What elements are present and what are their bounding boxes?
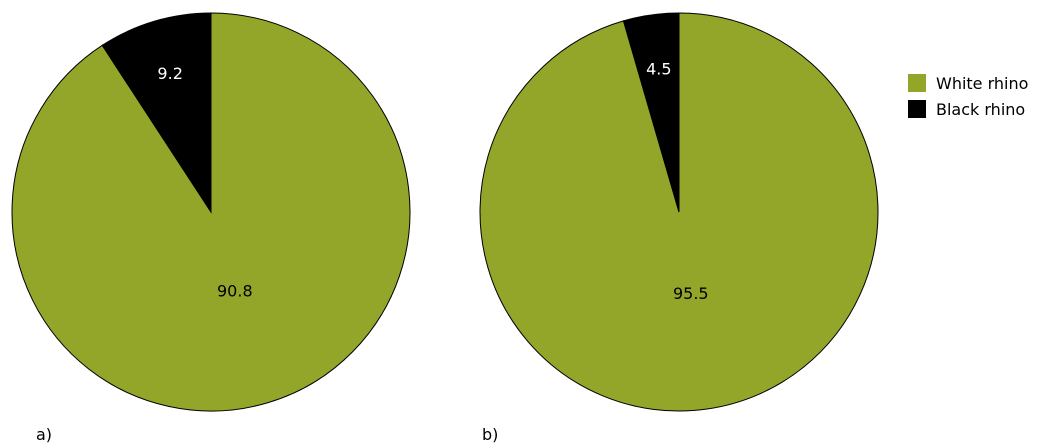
legend-swatch-white-rhino [908,74,926,92]
legend-swatch-black-rhino [908,100,926,118]
pie-b-slice-black-rhino [622,12,680,213]
pie-a-slice-white-rhino [11,12,411,412]
pie-b-label-black-rhino: 4.5 [646,60,671,79]
legend-label-black-rhino: Black rhino [936,99,1026,119]
pie-b-label-white-rhino: 95.5 [673,284,709,303]
pie-a-label-black-rhino: 9.2 [157,64,182,83]
panel-label-a: a) [36,425,53,444]
pie-a-label-white-rhino: 90.8 [217,282,253,301]
legend: White rhino Black rhino [908,70,1028,122]
legend-label-white-rhino: White rhino [936,73,1029,93]
legend-item-white-rhino: White rhino [908,70,1028,96]
legend-item-black-rhino: Black rhino [908,96,1028,122]
panel-label-b: b) [482,425,499,444]
pie-a-slice-black-rhino [101,12,212,214]
